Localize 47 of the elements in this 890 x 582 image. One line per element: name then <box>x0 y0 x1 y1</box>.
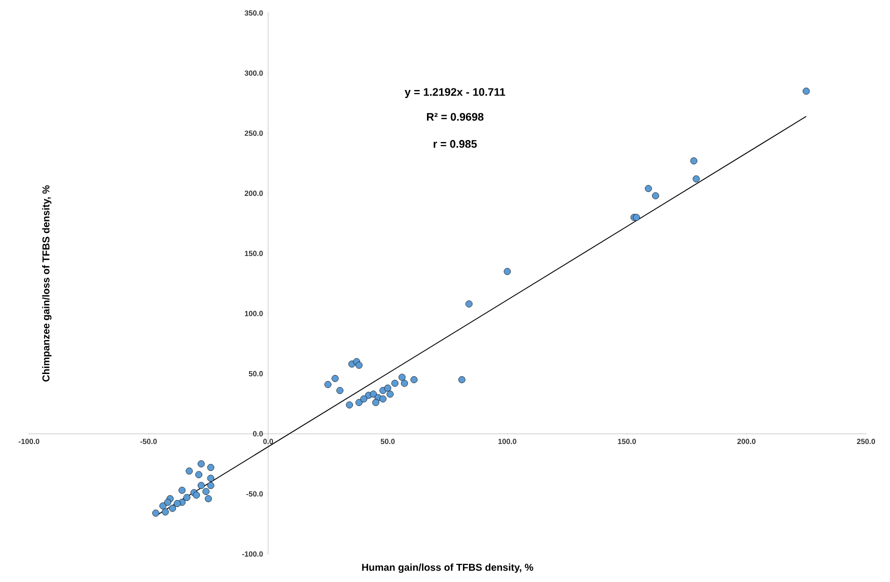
point <box>346 401 353 408</box>
point <box>178 486 186 494</box>
point <box>466 300 473 308</box>
point <box>504 268 511 275</box>
point <box>336 387 344 394</box>
point <box>174 500 181 507</box>
point <box>644 185 652 192</box>
point <box>458 376 466 384</box>
point <box>692 175 700 182</box>
point <box>391 380 398 387</box>
annotation: y = 1.2192x - 10.711 <box>404 88 506 98</box>
point <box>162 508 169 516</box>
point <box>410 376 418 384</box>
point <box>198 482 205 489</box>
point <box>195 471 202 478</box>
point <box>207 482 214 489</box>
point <box>802 88 810 95</box>
point <box>386 390 394 398</box>
annotation: r = 0.985 <box>434 140 477 148</box>
point <box>384 384 392 392</box>
point <box>183 494 190 501</box>
point <box>400 380 408 387</box>
point <box>690 157 698 164</box>
annotation: R² = 0.9698 <box>426 113 484 121</box>
point <box>360 395 368 402</box>
point <box>356 362 363 369</box>
point <box>652 192 660 200</box>
x-axis-title: Human gain/loss of TFBS density, % <box>362 564 534 573</box>
point <box>207 474 214 482</box>
point <box>356 399 363 406</box>
point <box>324 380 332 388</box>
point <box>370 390 377 398</box>
point <box>152 510 160 517</box>
point <box>379 395 386 402</box>
point <box>164 498 172 506</box>
point <box>159 502 166 510</box>
point <box>202 488 210 495</box>
point <box>204 495 212 502</box>
point <box>398 374 406 381</box>
y-axis-title: Chimpanzee gain/loss of TFBS density, % <box>42 185 52 382</box>
point <box>207 464 214 471</box>
point <box>198 460 205 468</box>
point <box>372 399 380 406</box>
point <box>332 374 339 382</box>
point <box>186 468 193 475</box>
point <box>169 504 176 512</box>
point <box>192 492 200 499</box>
